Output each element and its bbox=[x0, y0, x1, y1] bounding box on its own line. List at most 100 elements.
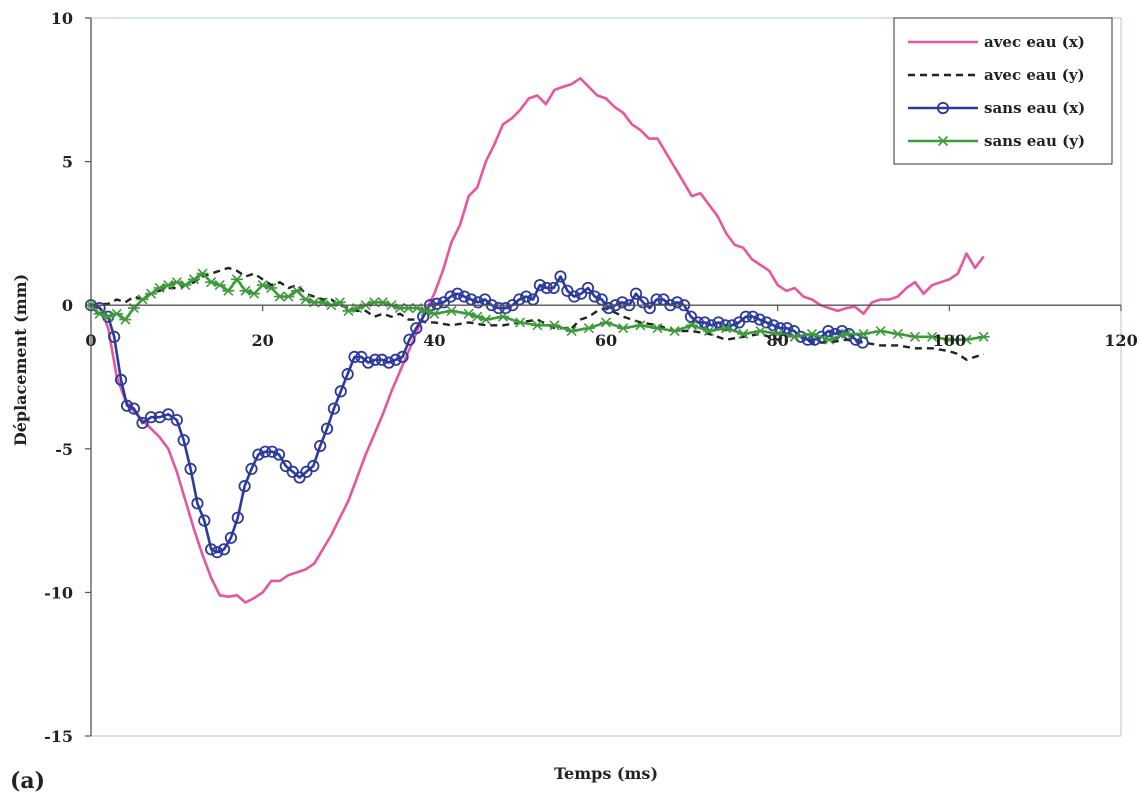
circle-marker bbox=[245, 462, 258, 476]
circle-marker bbox=[120, 399, 134, 412]
asterisk-marker bbox=[685, 320, 698, 331]
legend-label: sans eau (y) bbox=[984, 132, 1085, 150]
series-line bbox=[90, 77, 985, 604]
asterisk-marker bbox=[479, 314, 492, 325]
y-tick-label: 5 bbox=[62, 153, 73, 172]
x-axis-title: Temps (ms) bbox=[554, 764, 658, 783]
circle-marker bbox=[108, 330, 121, 343]
legend: avec eau (x) avec eau (y) sans eau (x) sans… bbox=[893, 17, 1113, 165]
circle-marker bbox=[369, 353, 382, 366]
circle-marker bbox=[382, 356, 395, 369]
asterisk-marker bbox=[703, 325, 715, 337]
circle-marker bbox=[410, 322, 423, 335]
asterisk-marker bbox=[222, 285, 235, 296]
x-tick-label: 20 bbox=[252, 331, 274, 350]
legend-item: avec eau (x) bbox=[908, 33, 1085, 51]
legend-item: avec eau (y) bbox=[908, 66, 1085, 84]
circle-marker bbox=[781, 322, 794, 335]
circle-marker bbox=[430, 297, 444, 310]
circle-marker bbox=[936, 101, 950, 115]
legend-label: avec eau (x) bbox=[984, 33, 1085, 51]
panel-label: (a) bbox=[10, 768, 45, 794]
circle-marker bbox=[472, 296, 485, 309]
circle-marker bbox=[458, 290, 471, 303]
x-tick-label: 120 bbox=[1104, 331, 1137, 350]
asterisk-marker bbox=[145, 288, 158, 299]
asterisk-marker bbox=[788, 331, 801, 342]
asterisk-marker bbox=[874, 325, 887, 337]
asterisk-marker bbox=[230, 274, 243, 285]
circle-marker bbox=[334, 385, 347, 398]
x-tick-label: 80 bbox=[767, 331, 789, 350]
circle-marker bbox=[259, 445, 272, 458]
asterisk-marker bbox=[737, 328, 750, 339]
circle-marker bbox=[184, 462, 197, 476]
asterisk-marker bbox=[651, 323, 664, 334]
circle-marker bbox=[554, 270, 567, 283]
circle-marker bbox=[307, 459, 320, 473]
asterisk-marker bbox=[565, 325, 578, 337]
series-4 bbox=[85, 268, 990, 345]
asterisk-marker bbox=[110, 308, 123, 319]
series-line bbox=[90, 275, 864, 554]
asterisk-marker bbox=[977, 331, 990, 342]
circle-marker bbox=[616, 296, 629, 309]
asterisk-marker bbox=[291, 285, 303, 296]
circle-marker bbox=[238, 480, 251, 493]
asterisk-marker bbox=[806, 328, 818, 339]
series-3 bbox=[84, 270, 869, 559]
asterisk-marker bbox=[445, 305, 458, 317]
circle-marker bbox=[568, 290, 581, 303]
x-tick-label: 0 bbox=[85, 331, 96, 350]
y-tick-label: -15 bbox=[44, 727, 73, 746]
asterisk-marker bbox=[771, 328, 784, 339]
asterisk-marker bbox=[600, 317, 612, 328]
circle-marker bbox=[327, 402, 341, 415]
asterisk-marker bbox=[282, 291, 295, 302]
y-tick-label: 0 bbox=[62, 296, 73, 315]
asterisk-marker bbox=[943, 334, 956, 345]
circle-marker bbox=[547, 281, 560, 295]
asterisk-marker bbox=[754, 325, 767, 337]
asterisk-marker bbox=[926, 331, 939, 342]
circle-marker bbox=[739, 310, 753, 323]
circle-marker bbox=[348, 350, 361, 363]
legend-item: sans eau (y) bbox=[908, 132, 1085, 150]
circle-marker bbox=[341, 368, 354, 381]
circle-marker bbox=[643, 301, 656, 315]
series-layer bbox=[84, 77, 990, 604]
circle-marker bbox=[177, 434, 190, 447]
circle-marker bbox=[602, 301, 615, 315]
asterisk-marker bbox=[119, 314, 132, 325]
circle-marker bbox=[712, 316, 725, 329]
asterisk-marker bbox=[248, 288, 261, 299]
circle-marker bbox=[375, 353, 389, 366]
x-tick-label: 100 bbox=[933, 331, 966, 350]
circle-marker bbox=[746, 310, 759, 323]
circle-marker bbox=[760, 316, 773, 329]
circle-marker bbox=[581, 281, 595, 295]
asterisk-marker bbox=[497, 311, 509, 322]
circle-marker bbox=[671, 296, 684, 309]
circle-marker bbox=[362, 356, 375, 369]
asterisk-marker bbox=[617, 323, 630, 334]
asterisk-marker bbox=[196, 268, 209, 279]
asterisk-marker bbox=[668, 325, 681, 337]
circle-marker bbox=[444, 290, 457, 303]
asterisk-marker bbox=[937, 135, 949, 147]
circle-marker bbox=[396, 350, 409, 363]
y-tick-label: -10 bbox=[44, 583, 73, 602]
circle-marker bbox=[127, 402, 141, 415]
circle-marker bbox=[520, 290, 533, 303]
circle-marker bbox=[320, 422, 334, 435]
circle-marker bbox=[719, 319, 732, 332]
circle-marker bbox=[191, 497, 204, 510]
circle-marker bbox=[753, 313, 766, 326]
circle-marker bbox=[198, 514, 211, 527]
circle-marker bbox=[588, 290, 601, 303]
circle-marker bbox=[231, 511, 244, 524]
circle-marker bbox=[266, 445, 279, 458]
circle-marker bbox=[114, 373, 128, 386]
circle-marker bbox=[629, 287, 643, 300]
